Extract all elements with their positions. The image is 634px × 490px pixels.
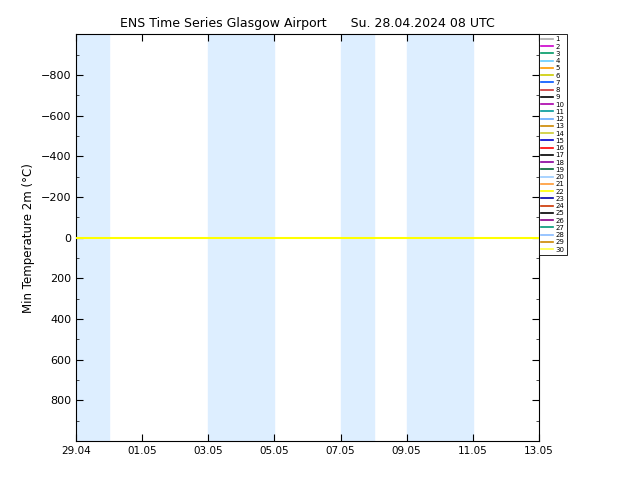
Title: ENS Time Series Glasgow Airport      Su. 28.04.2024 08 UTC: ENS Time Series Glasgow Airport Su. 28.0… [120, 17, 495, 30]
Bar [76, 34, 109, 441]
Bar [340, 34, 373, 441]
Bar [209, 34, 275, 441]
Y-axis label: Min Temperature 2m (°C): Min Temperature 2m (°C) [22, 163, 35, 313]
Legend: 1, 2, 3, 4, 5, 6, 7, 8, 9, 10, 11, 12, 13, 14, 15, 16, 17, 18, 19, 20, 21, 22, 2: 1, 2, 3, 4, 5, 6, 7, 8, 9, 10, 11, 12, 1… [539, 34, 567, 255]
Bar [406, 34, 473, 441]
